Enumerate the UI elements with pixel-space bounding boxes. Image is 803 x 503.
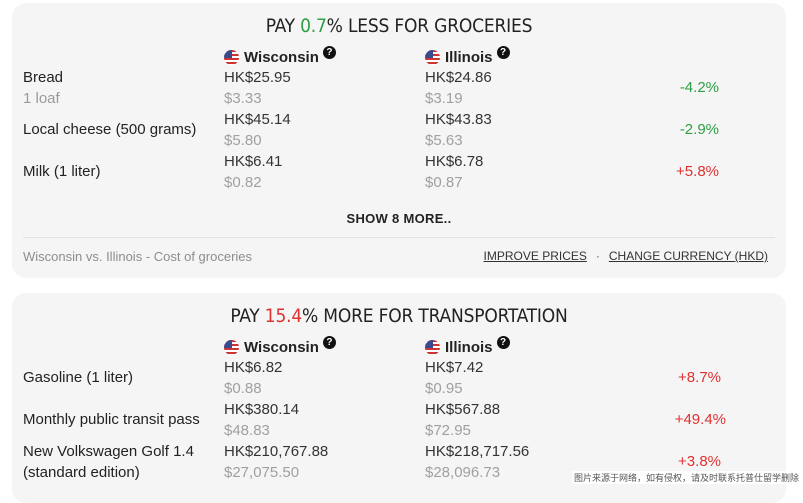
price-usd-b: $0.95 xyxy=(425,380,463,397)
price-difference: -4.2% xyxy=(679,79,719,96)
price-usd-a: $3.33 xyxy=(224,90,262,107)
price-local-a: HK$210,767.88 xyxy=(224,443,329,460)
us-flag-icon xyxy=(224,339,239,355)
change-currency-link[interactable]: CHANGE CURRENCY (HKD) xyxy=(608,249,768,263)
state-header-wisconsin: Wisconsin ? xyxy=(224,335,336,357)
item-label-car: New Volkswagen Golf 1.4 xyxy=(23,443,194,460)
price-usd-b: $28,096.73 xyxy=(425,464,501,481)
price-usd-a: $5.80 xyxy=(224,132,262,149)
price-usd-a: $0.82 xyxy=(224,174,262,191)
title-prefix: PAY xyxy=(265,15,301,37)
price-difference: +3.8% xyxy=(678,453,721,470)
price-usd-b: $72.95 xyxy=(425,422,471,439)
price-local-a: HK$380.14 xyxy=(224,401,300,418)
price-difference: +49.4% xyxy=(674,411,726,428)
title-prefix: PAY xyxy=(230,305,265,327)
transportation-card: PAY 15.4% MORE FOR TRANSPORTATION Wiscon… xyxy=(12,293,786,503)
item-label-bread: Bread xyxy=(23,69,64,86)
state-header-wisconsin: Wisconsin ? xyxy=(224,45,336,67)
title-percent: 15.4 xyxy=(264,305,303,327)
item-label-transit-pass: Monthly public transit pass xyxy=(23,411,200,428)
price-difference: +8.7% xyxy=(678,369,721,386)
question-circle-icon[interactable]: ? xyxy=(322,335,336,349)
price-local-b: HK$7.42 xyxy=(425,359,484,376)
us-flag-icon xyxy=(425,339,440,355)
item-sublabel: 1 loaf xyxy=(23,90,60,107)
separator-dot: · xyxy=(595,249,600,263)
item-label-car-line2: (standard edition) xyxy=(23,464,140,481)
improve-prices-link[interactable]: IMPROVE PRICES xyxy=(483,249,587,263)
item-label-milk: Milk (1 liter) xyxy=(23,163,101,180)
state-name: Wisconsin xyxy=(244,48,319,66)
price-local-b: HK$567.88 xyxy=(425,401,501,418)
question-circle-icon[interactable]: ? xyxy=(496,45,510,59)
state-name: Illinois xyxy=(445,48,493,66)
question-circle-icon[interactable]: ? xyxy=(496,335,510,349)
price-local-b: HK$6.78 xyxy=(425,153,484,170)
state-header-illinois: Illinois ? xyxy=(425,335,510,357)
footer-links: IMPROVE PRICES · CHANGE CURRENCY (HKD) xyxy=(484,249,768,263)
price-local-b: HK$24.86 xyxy=(425,69,492,86)
divider xyxy=(23,237,775,238)
price-usd-b: $3.19 xyxy=(425,90,463,107)
price-local-a: HK$25.95 xyxy=(224,69,291,86)
groceries-card: PAY 0.7% LESS FOR GROCERIES Wisconsin ? … xyxy=(12,3,786,278)
us-flag-icon xyxy=(224,49,239,65)
transportation-title: PAY 15.4% MORE FOR TRANSPORTATION xyxy=(12,305,786,327)
title-percent: 0.7 xyxy=(300,15,327,37)
price-usd-a: $0.88 xyxy=(224,380,262,397)
price-local-a: HK$45.14 xyxy=(224,111,291,128)
price-local-a: HK$6.41 xyxy=(224,153,283,170)
price-local-b: HK$43.83 xyxy=(425,111,492,128)
us-flag-icon xyxy=(425,49,440,65)
watermark-text: 图片来源于网络，如有侵权，请及时联系托普仕留学删除 xyxy=(571,471,801,484)
item-label-gasoline: Gasoline (1 liter) xyxy=(23,369,134,386)
item-label-cheese: Local cheese (500 grams) xyxy=(23,121,197,138)
price-difference: +5.8% xyxy=(676,163,719,180)
state-name: Illinois xyxy=(445,338,493,356)
state-header-illinois: Illinois ? xyxy=(425,45,510,67)
show-more-button[interactable]: SHOW 8 MORE.. xyxy=(346,211,452,226)
price-usd-a: $48.83 xyxy=(224,422,270,439)
price-local-a: HK$6.82 xyxy=(224,359,283,376)
title-suffix: % MORE FOR TRANSPORTATION xyxy=(302,305,568,327)
price-usd-a: $27,075.50 xyxy=(224,464,300,481)
state-name: Wisconsin xyxy=(244,338,319,356)
title-suffix: % LESS FOR GROCERIES xyxy=(326,15,533,37)
groceries-title: PAY 0.7% LESS FOR GROCERIES xyxy=(12,15,786,37)
price-local-b: HK$218,717.56 xyxy=(425,443,530,460)
question-circle-icon[interactable]: ? xyxy=(322,45,336,59)
price-usd-b: $5.63 xyxy=(425,132,463,149)
price-usd-b: $0.87 xyxy=(425,174,463,191)
price-difference: -2.9% xyxy=(679,121,719,138)
footer-caption: Wisconsin vs. Illinois - Cost of groceri… xyxy=(23,249,253,264)
